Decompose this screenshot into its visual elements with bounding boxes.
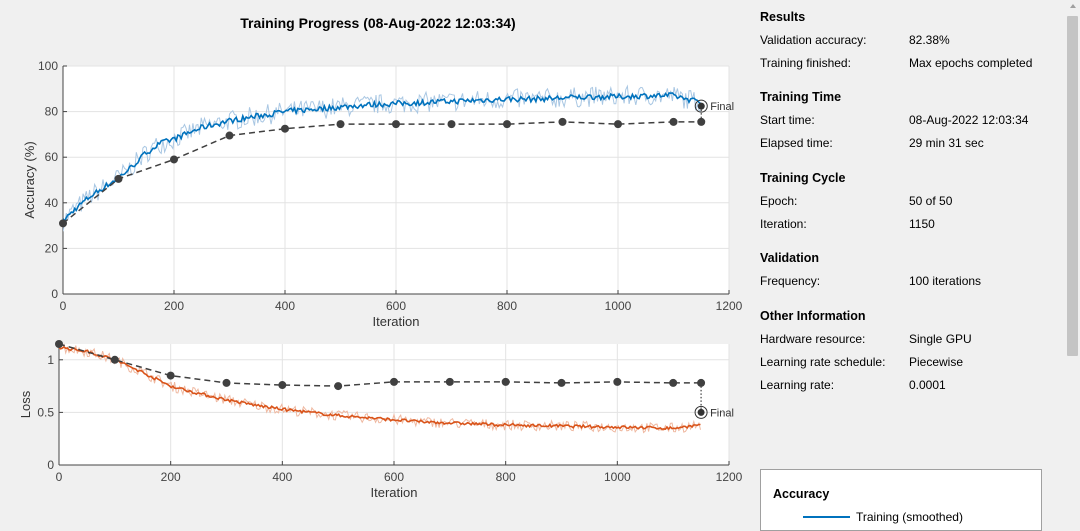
accuracy-ytick-label: 40 bbox=[45, 196, 59, 210]
scroll-up-icon[interactable] bbox=[1070, 4, 1076, 8]
accuracy-validation-point bbox=[697, 117, 706, 126]
accuracy-xtick-label: 1000 bbox=[605, 299, 632, 313]
lr-schedule-value: Piecewise bbox=[909, 355, 964, 369]
accuracy-validation-point bbox=[392, 120, 400, 129]
legend-label-training-smoothed: Training (smoothed) bbox=[856, 510, 963, 524]
accuracy-validation-point bbox=[614, 120, 622, 129]
start-time-value: 08-Aug-2022 12:03:34 bbox=[909, 113, 1029, 127]
loss-validation-point bbox=[390, 377, 398, 386]
legend-box: Accuracy Training (smoothed) bbox=[760, 469, 1042, 531]
results-title: Results bbox=[760, 10, 806, 24]
loss-ytick-label: 1 bbox=[47, 353, 54, 367]
loss-xtick-label: 1000 bbox=[604, 470, 631, 484]
legend-line-training-smoothed bbox=[803, 516, 850, 518]
elapsed-time-label: Elapsed time: bbox=[760, 136, 833, 150]
accuracy-validation-point bbox=[170, 155, 178, 164]
accuracy-final-label: Final bbox=[710, 101, 734, 113]
loss-xlabel: Iteration bbox=[371, 485, 418, 500]
accuracy-validation-point bbox=[558, 117, 567, 126]
accuracy-final-ring bbox=[694, 99, 708, 113]
accuracy-xtick-label: 0 bbox=[60, 299, 67, 313]
accuracy-ylabel: Accuracy (%) bbox=[22, 141, 37, 218]
accuracy-final-point bbox=[697, 102, 705, 110]
accuracy-validation-point bbox=[669, 117, 678, 126]
loss-xtick-label: 1200 bbox=[716, 470, 743, 484]
learning-rate-value: 0.0001 bbox=[909, 378, 946, 392]
accuracy-xtick-label: 200 bbox=[164, 299, 184, 313]
loss-ylabel: Loss bbox=[18, 390, 33, 418]
accuracy-training-smoothed-line bbox=[63, 91, 702, 223]
loss-xtick-label: 400 bbox=[272, 470, 292, 484]
training-time-title: Training Time bbox=[760, 90, 842, 104]
loss-validation-point bbox=[110, 355, 119, 364]
accuracy-training-raw-line bbox=[63, 84, 701, 232]
loss-xtick-label: 200 bbox=[161, 470, 181, 484]
loss-xtick-label: 600 bbox=[384, 470, 404, 484]
loss-final-label: Final bbox=[710, 407, 734, 419]
accuracy-validation-point bbox=[225, 131, 234, 140]
accuracy-xtick-label: 400 bbox=[275, 299, 295, 313]
elapsed-time-value: 29 min 31 sec bbox=[909, 136, 984, 150]
iteration-label: Iteration: bbox=[760, 217, 807, 231]
training-finished-label: Training finished: bbox=[760, 56, 851, 70]
accuracy-validation-point bbox=[447, 120, 456, 129]
hardware-resource-label: Hardware resource: bbox=[760, 332, 866, 346]
loss-xtick-label: 0 bbox=[56, 470, 63, 484]
accuracy-xtick-label: 1200 bbox=[716, 299, 743, 313]
loss-final-ring bbox=[694, 405, 708, 419]
accuracy-validation-point bbox=[281, 124, 289, 133]
vertical-scrollbar[interactable] bbox=[1066, 0, 1080, 520]
accuracy-ytick-label: 100 bbox=[38, 59, 58, 73]
loss-validation-point bbox=[669, 378, 678, 387]
accuracy-ytick-label: 20 bbox=[45, 241, 59, 255]
accuracy-ytick-label: 0 bbox=[51, 287, 58, 301]
accuracy-xtick-label: 800 bbox=[497, 299, 517, 313]
epoch-label: Epoch: bbox=[760, 194, 798, 208]
legend-title: Accuracy bbox=[773, 487, 830, 501]
accuracy-xtick-label: 600 bbox=[386, 299, 406, 313]
frequency-value: 100 iterations bbox=[909, 274, 982, 288]
scrollbar-thumb[interactable] bbox=[1067, 16, 1078, 356]
loss-ytick-label: 0.5 bbox=[37, 405, 54, 419]
loss-validation-point bbox=[557, 378, 566, 387]
validation-accuracy-value: 82.38% bbox=[909, 33, 950, 47]
lr-schedule-label: Learning rate schedule: bbox=[760, 355, 886, 369]
loss-validation-point bbox=[166, 371, 175, 380]
epoch-value: 50 of 50 bbox=[909, 194, 953, 208]
training-cycle-title: Training Cycle bbox=[760, 171, 846, 185]
learning-rate-label: Learning rate: bbox=[760, 378, 835, 392]
plot-title: Training Progress (08-Aug-2022 12:03:34) bbox=[240, 15, 516, 31]
loss-validation-point bbox=[501, 377, 510, 386]
accuracy-ytick-label: 60 bbox=[45, 150, 59, 164]
validation-title: Validation bbox=[760, 251, 820, 265]
loss-validation-point bbox=[613, 377, 622, 386]
loss-validation-point bbox=[334, 382, 343, 391]
accuracy-validation-point bbox=[114, 174, 123, 183]
start-time-label: Start time: bbox=[760, 113, 815, 127]
loss-ytick-label: 0 bbox=[47, 458, 54, 472]
other-information-title: Other Information bbox=[760, 309, 866, 323]
accuracy-ytick-label: 80 bbox=[45, 105, 59, 119]
accuracy-xlabel: Iteration bbox=[373, 314, 420, 329]
training-finished-value: Max epochs completed bbox=[909, 56, 1033, 70]
loss-final-point bbox=[697, 408, 705, 416]
validation-accuracy-label: Validation accuracy: bbox=[760, 33, 867, 47]
accuracy-validation-point bbox=[59, 219, 67, 228]
accuracy-validation-point bbox=[336, 120, 345, 129]
frequency-label: Frequency: bbox=[760, 274, 821, 288]
loss-validation-point bbox=[445, 377, 454, 386]
iteration-value: 1150 bbox=[909, 217, 935, 231]
accuracy-validation-point bbox=[503, 120, 511, 129]
loss-training-smoothed-line bbox=[59, 346, 701, 431]
loss-xtick-label: 800 bbox=[496, 470, 516, 484]
hardware-resource-value: Single GPU bbox=[909, 332, 972, 346]
loss-validation-point bbox=[278, 381, 287, 390]
loss-validation-point bbox=[222, 378, 231, 387]
loss-validation-point bbox=[55, 340, 63, 348]
